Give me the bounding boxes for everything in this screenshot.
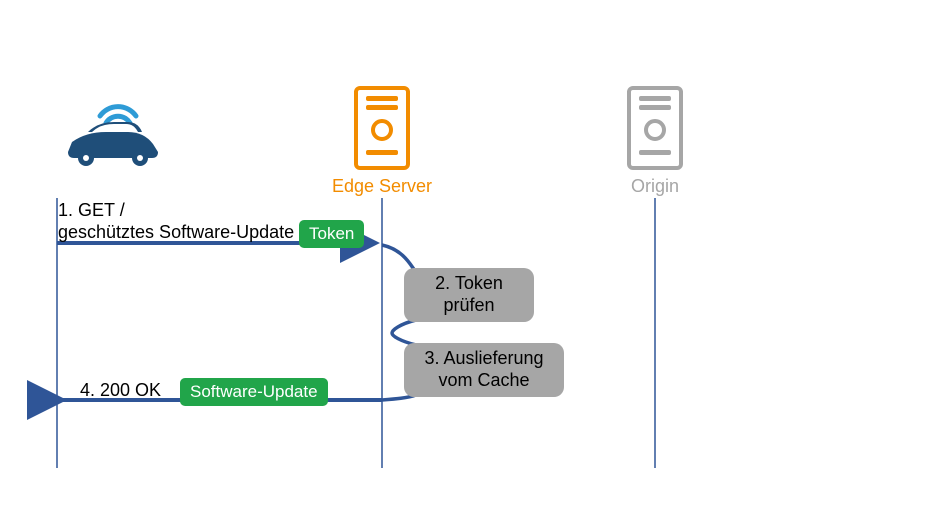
step4-text: 4. 200 OK xyxy=(80,380,161,402)
origin-label: Origin xyxy=(605,176,705,197)
step3-box: 3. Auslieferung vom Cache xyxy=(404,343,564,397)
step1-line2: geschütztes Software-Update xyxy=(58,222,294,242)
edge-server-label: Edge Server xyxy=(320,176,444,197)
step1-text: 1. GET / geschütztes Software-Update xyxy=(58,200,294,243)
car-icon xyxy=(58,86,163,166)
origin-server-icon xyxy=(625,84,685,172)
step1-token-badge: Token xyxy=(299,220,364,248)
edge-server-icon xyxy=(352,84,412,172)
sequence-overlay xyxy=(0,0,943,529)
step2-box: 2. Token prüfen xyxy=(404,268,534,322)
step2-box-text: 2. Token prüfen xyxy=(435,273,503,316)
step4-update-badge: Software-Update xyxy=(180,378,328,406)
step1-line1: 1. GET / xyxy=(58,200,125,220)
step3-box-text: 3. Auslieferung vom Cache xyxy=(424,348,543,391)
